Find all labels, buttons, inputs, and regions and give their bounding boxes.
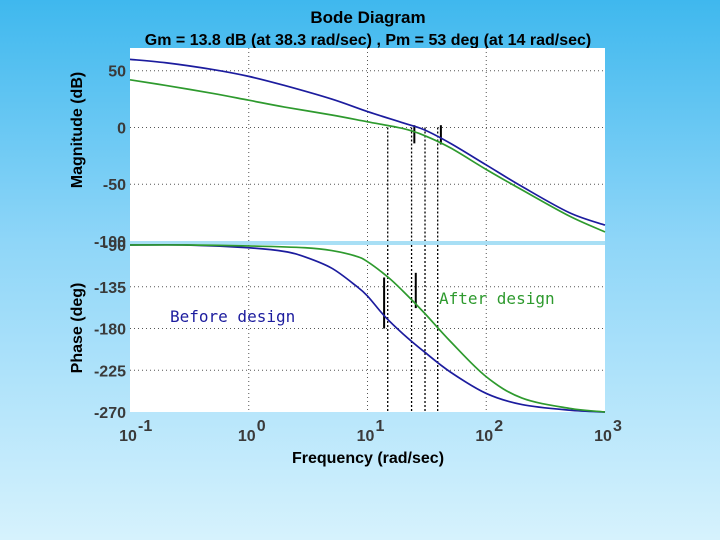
grid [130, 48, 605, 412]
x-tick-exponent: 3 [613, 418, 622, 435]
x-tick-label: 10 [357, 428, 375, 445]
series [129, 58, 606, 413]
phase-y-tick-label: -90 [103, 238, 126, 255]
chart-subtitle: Gm = 13.8 dB (at 38.3 rad/sec) , Pm = 53… [145, 32, 591, 49]
margin-markers [383, 125, 442, 412]
phase-y-tick-label: -135 [94, 280, 126, 297]
x-tick-exponent: 1 [376, 418, 385, 435]
magnitude-y-tick-label: -100 [94, 234, 126, 251]
magnitude-series-blue [129, 58, 606, 226]
phase-series-green [129, 244, 606, 413]
x-tick-exponent: 0 [257, 418, 266, 435]
phase-y-tick-label: -225 [94, 363, 126, 380]
phase-plot-area [130, 245, 605, 412]
before-design-annotation: Before design [170, 307, 295, 326]
magnitude-y-tick-label: -50 [103, 177, 126, 194]
x-tick-exponent: -1 [138, 418, 152, 435]
x-tick-label: 10 [475, 428, 493, 445]
after-design-annotation: After design [439, 289, 555, 308]
phase-y-tick-label: -180 [94, 322, 126, 339]
magnitude-y-tick-label: 0 [117, 120, 126, 137]
x-tick-label: 10 [119, 428, 137, 445]
x-tick-label: 10 [594, 428, 612, 445]
y-tick-labels: 50 0 -50 -100-90 -135 -180 -225 -270 [94, 64, 126, 422]
x-tick-exponent: 2 [494, 418, 503, 435]
phase-y-tick-label: -270 [94, 405, 126, 422]
x-axis-label: Frequency (rad/sec) [292, 450, 444, 467]
x-tick-label: 10 [238, 428, 256, 445]
magnitude-y-axis-label: Magnitude (dB) [69, 72, 86, 188]
chart-title: Bode Diagram [310, 8, 425, 27]
magnitude-series-green [129, 78, 606, 233]
phase-series-blue [129, 243, 606, 413]
phase-y-axis-label: Phase (deg) [69, 283, 86, 374]
magnitude-y-tick-label: 50 [108, 64, 126, 81]
